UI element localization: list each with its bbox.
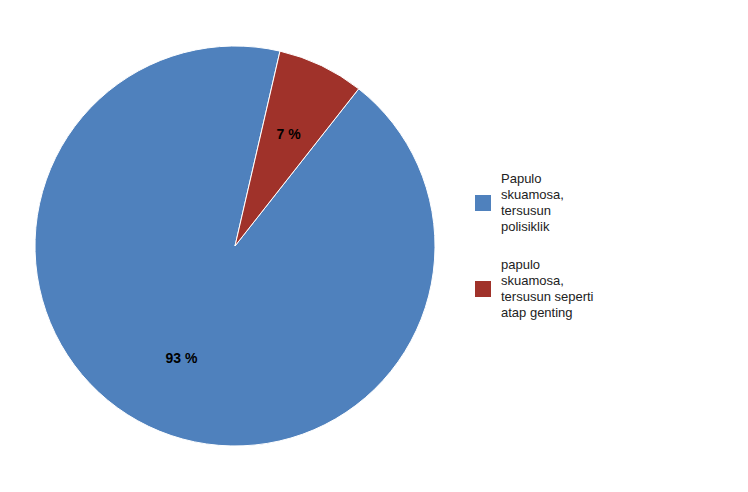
legend-swatch xyxy=(475,195,491,211)
legend-label-line: skuamosa, xyxy=(501,187,564,202)
chart: 93 %7 %Papuloskuamosa,tersusunpolisiklik… xyxy=(0,0,748,492)
legend: Papuloskuamosa,tersusunpolisiklikpapulos… xyxy=(475,171,594,320)
legend-swatch xyxy=(475,281,491,297)
legend-label: papuloskuamosa,tersusun sepertiatap gent… xyxy=(501,257,594,320)
data-label: 7 % xyxy=(277,126,302,142)
data-labels: 93 % 7 % xyxy=(165,126,301,366)
legend-label-line: atap genting xyxy=(501,305,573,320)
pie xyxy=(35,46,435,446)
legend-item: Papuloskuamosa,tersusunpolisiklik xyxy=(475,171,564,234)
legend-label: Papuloskuamosa,tersusunpolisiklik xyxy=(501,171,564,234)
legend-item: papuloskuamosa,tersusun sepertiatap gent… xyxy=(475,257,594,320)
slice xyxy=(235,51,359,246)
legend-label-line: polisiklik xyxy=(501,219,550,234)
legend-label-line: papulo xyxy=(501,257,540,272)
legend-label-line: skuamosa, xyxy=(501,273,564,288)
legend-label-line: tersusun seperti xyxy=(501,289,594,304)
slice xyxy=(35,46,435,446)
legend-label-line: Papulo xyxy=(501,171,541,186)
data-label: 93 % xyxy=(165,350,197,366)
legend-label-line: tersusun xyxy=(501,203,551,218)
